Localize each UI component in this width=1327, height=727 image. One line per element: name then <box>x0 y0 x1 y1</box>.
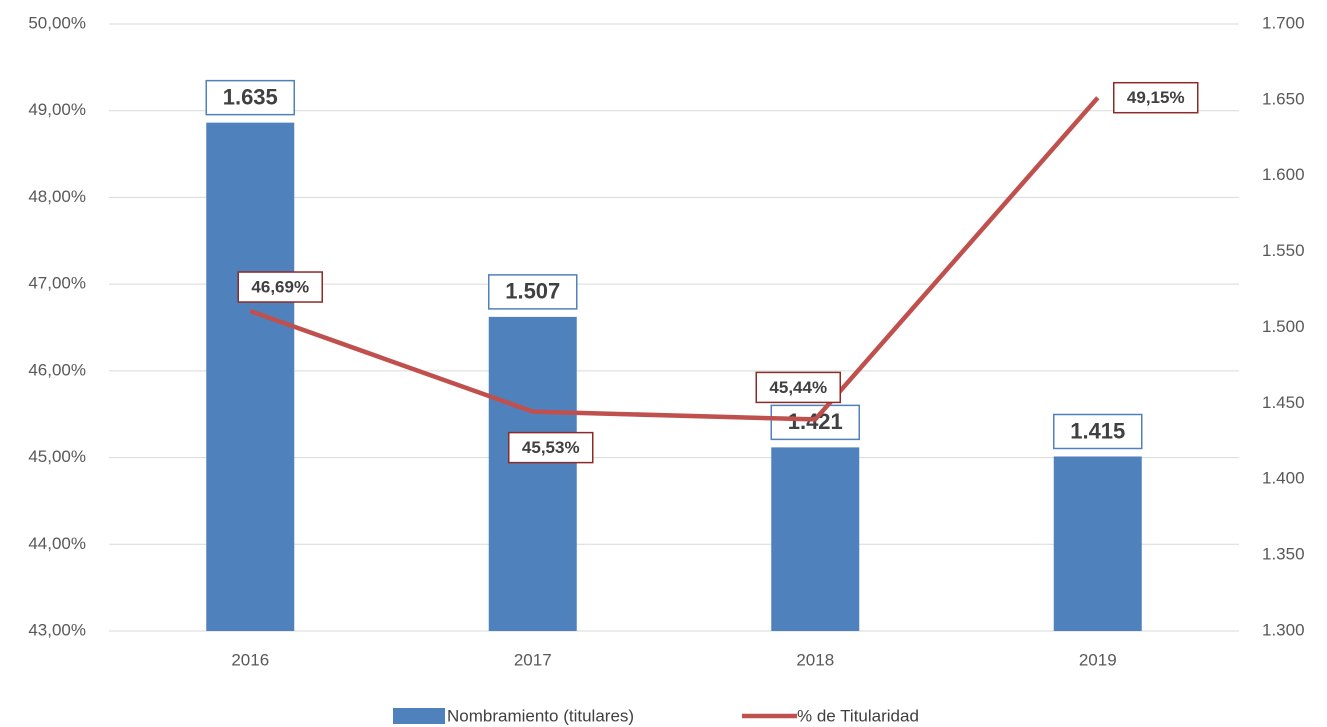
x-tick-label: 2019 <box>1079 650 1117 669</box>
y2-tick-label: 1.600 <box>1262 165 1305 184</box>
data-label-box <box>237 271 323 303</box>
y2-tick-label: 1.650 <box>1262 89 1305 108</box>
y-tick-label: 45,00% <box>28 447 86 466</box>
data-label: 1.421 <box>788 409 843 434</box>
legend-swatch <box>393 708 445 724</box>
y2-tick-label: 1.500 <box>1262 317 1305 336</box>
bar <box>771 447 860 631</box>
x-tick-label: 2016 <box>231 650 269 669</box>
y-tick-label: 47,00% <box>28 274 86 293</box>
y-tick-label: 49,00% <box>28 100 86 119</box>
y2-tick-label: 1.400 <box>1262 469 1305 488</box>
data-label: 45,53% <box>522 438 580 457</box>
data-label: 45,44% <box>769 378 827 397</box>
bar <box>1053 456 1142 631</box>
data-label-box <box>1113 81 1199 114</box>
data-label: 46,69% <box>251 278 309 297</box>
data-label-box <box>508 431 594 464</box>
y-tick-label: 44,00% <box>28 534 86 553</box>
data-label-box <box>1053 413 1143 450</box>
y-tick-label: 48,00% <box>28 187 86 206</box>
y2-tick-label: 1.450 <box>1262 393 1305 412</box>
data-label: 1.415 <box>1070 418 1125 443</box>
y-tick-label: 50,00% <box>28 13 86 32</box>
y2-tick-label: 1.700 <box>1262 13 1305 32</box>
x-tick-label: 2018 <box>796 650 834 669</box>
legend-label: % de Titularidad <box>797 706 919 725</box>
y-tick-label: 46,00% <box>28 360 86 379</box>
y2-tick-label: 1.350 <box>1262 545 1305 564</box>
bar <box>206 122 295 631</box>
line <box>249 96 1100 422</box>
y-tick-label: 43,00% <box>28 620 86 639</box>
y2-tick-label: 1.300 <box>1262 620 1305 639</box>
data-label-box <box>205 79 295 116</box>
y2-tick-label: 1.550 <box>1262 241 1305 260</box>
data-label: 1.507 <box>505 279 560 304</box>
data-label-box <box>755 371 841 404</box>
data-label-box <box>770 404 860 441</box>
bar <box>488 316 577 631</box>
legend-label: Nombramiento (titulares) <box>447 706 634 725</box>
data-label-box <box>488 274 578 310</box>
data-label: 49,15% <box>1127 88 1185 107</box>
data-label: 1.635 <box>223 84 278 109</box>
x-tick-label: 2017 <box>514 650 552 669</box>
